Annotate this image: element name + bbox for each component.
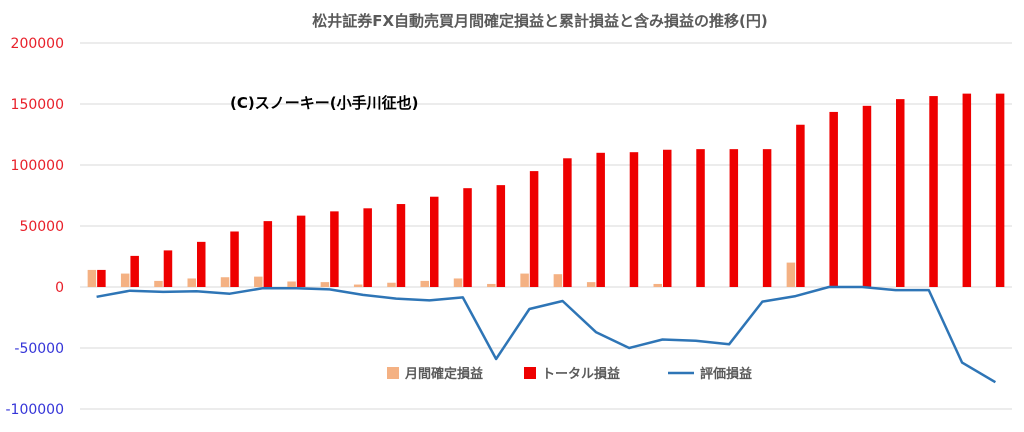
watermark-text: (C)スノーキー(小手川征也) <box>230 94 418 112</box>
legend-swatch-total <box>524 367 536 379</box>
total-profit-bar <box>962 93 972 287</box>
y-tick-label: 0 <box>55 280 64 296</box>
line-series <box>96 285 997 384</box>
chart-title: 松井証券FX自動売買月間確定損益と累計損益と含み損益の推移(円) <box>312 12 768 30</box>
monthly-profit-bar <box>520 273 529 287</box>
total-profit-bar <box>230 231 239 287</box>
total-profit-bar <box>896 99 905 288</box>
legend-label-unrealized: 評価損益 <box>700 366 752 382</box>
total-profit-bar <box>596 152 605 287</box>
total-profit-bar <box>862 105 872 287</box>
total-profit-bar <box>130 255 139 287</box>
total-profit-bar <box>762 149 772 287</box>
total-profit-bar <box>995 93 1005 287</box>
y-tick-label: 200000 <box>11 36 64 52</box>
total-profit-bar <box>430 196 439 287</box>
total-profit-bar <box>163 250 173 287</box>
total-profit-bar <box>296 215 306 287</box>
bars <box>87 93 1005 288</box>
monthly-profit-bar <box>586 282 596 287</box>
monthly-profit-bar <box>786 262 796 287</box>
total-profit-bar <box>363 208 372 287</box>
monthly-profit-bar <box>187 278 196 287</box>
monthly-profit-bar <box>120 273 130 287</box>
legend-label-total: トータル損益 <box>542 366 620 382</box>
total-profit-bar <box>529 171 539 287</box>
total-profit-bar <box>929 96 938 287</box>
total-profit-bar <box>463 188 472 287</box>
y-tick-label: -100000 <box>6 402 65 418</box>
monthly-profit-bar <box>154 280 163 287</box>
total-profit-bar <box>796 124 805 288</box>
monthly-profit-bar <box>220 277 230 287</box>
y-tick-label: 50000 <box>19 219 64 235</box>
total-profit-bar <box>729 149 739 287</box>
monthly-profit-bar <box>320 282 330 287</box>
total-profit-bar <box>197 241 206 287</box>
y-tick-label: 100000 <box>11 158 64 174</box>
total-profit-bar <box>396 204 406 287</box>
total-profit-bar <box>663 149 672 287</box>
total-profit-bar <box>97 269 106 287</box>
total-profit-bar <box>496 185 506 287</box>
gridlines <box>80 42 1012 410</box>
monthly-profit-bar <box>420 280 429 287</box>
total-profit-bar <box>563 158 572 287</box>
monthly-profit-bar <box>387 282 396 287</box>
monthly-profit-bar <box>487 283 496 287</box>
monthly-profit-bar <box>287 281 296 287</box>
monthly-profit-bar <box>453 278 463 287</box>
y-tick-label: 150000 <box>11 97 64 113</box>
total-profit-bar <box>330 211 339 287</box>
total-profit-bar <box>829 111 838 288</box>
monthly-profit-bar <box>87 269 97 287</box>
y-axis-ticks: 200000 150000 100000 50000 0 -50000 -100000 <box>6 36 65 418</box>
monthly-profit-bar <box>653 283 662 287</box>
y-tick-label: -50000 <box>14 341 64 357</box>
monthly-profit-bar <box>353 284 363 287</box>
legend-swatch-monthly <box>387 367 399 379</box>
total-profit-bar <box>629 152 639 287</box>
legend: 月間確定損益 トータル損益 評価損益 <box>387 366 752 382</box>
legend-label-monthly: 月間確定損益 <box>404 366 483 382</box>
monthly-profit-bar <box>553 274 563 287</box>
total-profit-bar <box>263 221 273 287</box>
monthly-profit-bar <box>254 276 263 287</box>
unrealized-profit-line <box>96 285 997 384</box>
total-profit-bar <box>696 149 705 287</box>
